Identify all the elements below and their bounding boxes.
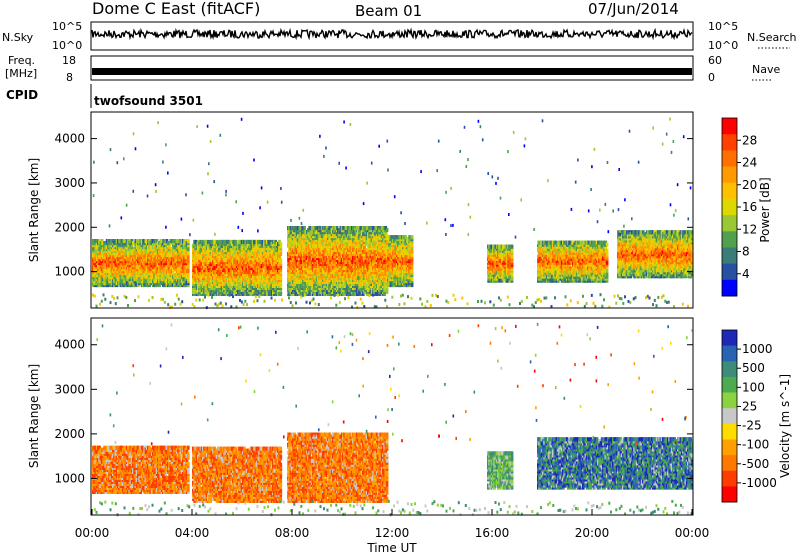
echo-cell <box>295 226 298 230</box>
station-title: Dome C East (fitACF) <box>92 0 260 18</box>
echo-cell <box>367 288 370 292</box>
freq-panel: Freq. [MHz] 18 8 60 0 Nave <box>5 54 780 84</box>
nsky-tick-bottom: 10^0 <box>52 39 82 52</box>
beam-label: Beam 01 <box>355 2 422 20</box>
cpid-label: CPID <box>6 88 38 102</box>
echo-cell <box>280 242 283 246</box>
nsearch-label: N.Search <box>747 31 797 44</box>
freq-unit: [MHz] <box>5 67 37 80</box>
echo-cell <box>168 245 171 249</box>
date-label: 07/Jun/2014 <box>588 0 679 18</box>
echo-cell <box>187 239 190 243</box>
nsky-panel: N.Sky 10^5 10^0 10^5 10^0 N.Search <box>2 20 797 52</box>
freq-tick-top: 18 <box>62 54 76 67</box>
echo-cell <box>187 273 190 277</box>
nsearch-tick-bottom: 10^0 <box>708 39 738 52</box>
nsky-tick-top: 10^5 <box>52 20 82 33</box>
nave-tick-bottom: 0 <box>708 71 715 84</box>
echo-cell <box>207 240 210 244</box>
nsky-label: N.Sky <box>2 31 34 44</box>
nave-label: Nave <box>752 63 780 76</box>
freq-trace <box>92 68 692 75</box>
figure: Dome C East (fitACF) Beam 01 07/Jun/2014… <box>0 0 800 554</box>
echo-cell <box>311 226 314 230</box>
echo-cell <box>316 292 319 296</box>
freq-label: Freq. <box>8 54 35 67</box>
nave-tick-top: 60 <box>708 54 722 67</box>
freq-tick-bottom: 8 <box>66 71 73 84</box>
echo-cell <box>345 226 348 230</box>
echo-cell <box>187 257 190 261</box>
echo-cell <box>280 258 283 262</box>
echo-cell <box>217 288 220 292</box>
echo-cell <box>235 278 238 282</box>
echo-cell <box>187 247 190 251</box>
echo-cell <box>187 269 190 273</box>
nsearch-tick-top: 10^5 <box>708 20 738 33</box>
echo-cell <box>303 226 306 230</box>
cpid-value: twofsound 3501 <box>94 94 203 108</box>
